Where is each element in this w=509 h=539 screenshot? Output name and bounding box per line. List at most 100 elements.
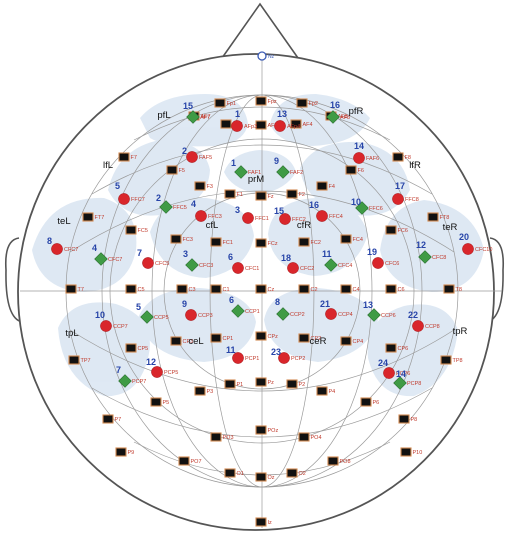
electrode-label: FC5 — [138, 228, 148, 234]
source-number: 5 — [136, 302, 141, 312]
source-label: FFC8 — [405, 197, 419, 203]
source-label: CFC7 — [108, 257, 122, 263]
electrode-label: FC2 — [311, 240, 321, 246]
electrode-label: O1 — [237, 471, 244, 477]
electrode-label: CP3 — [183, 339, 194, 345]
source-number: 14 — [396, 369, 406, 379]
electrode-marker — [340, 336, 352, 346]
electrode-af4: AF4 — [290, 119, 313, 129]
source-number: 4 — [92, 243, 97, 253]
source-marker-circle — [51, 243, 63, 255]
electrode-label: Pz — [268, 380, 275, 386]
source-marker-diamond — [186, 110, 200, 124]
source-label: FFC2 — [292, 217, 306, 223]
electrode-marker — [286, 189, 298, 199]
electrode-c4: C4 — [340, 284, 360, 294]
source-marker-circle — [232, 262, 244, 274]
electrode-label: O2 — [299, 471, 306, 477]
region-label-pfl: pfL — [157, 110, 170, 121]
region-label-cer: ceR — [310, 336, 327, 347]
electrode-marker — [194, 181, 206, 191]
source-marker-diamond — [326, 110, 340, 124]
electrode-marker — [210, 432, 222, 442]
source-marker-circle — [185, 309, 197, 321]
electrode-o2: O2 — [286, 468, 306, 478]
source-marker-circle — [392, 193, 404, 205]
grid-meridian-3 — [101, 94, 423, 488]
source-afp3-1: 1 AFp3 — [231, 109, 257, 132]
electrode-marker — [327, 456, 339, 466]
electrode-marker — [194, 386, 206, 396]
source-marker-diamond — [276, 307, 290, 321]
source-marker-circle — [325, 308, 337, 320]
source-number: 24 — [378, 358, 388, 368]
electrode-cpz: CPz — [255, 331, 278, 341]
electrode-label: Fpz — [268, 99, 277, 105]
source-marker-circle — [186, 151, 198, 163]
region-label-ter: teR — [443, 222, 458, 233]
electrode-f6: F6 — [345, 165, 364, 175]
region-lfl-area — [108, 140, 210, 216]
source-label: CCP2 — [290, 312, 305, 318]
electrode-p1: P1 — [224, 379, 243, 389]
electrode-marker — [360, 397, 372, 407]
electrode-marker — [385, 284, 397, 294]
source-ccp5-5: 5 CCP5 — [136, 302, 169, 324]
electrode-marker — [290, 119, 302, 129]
region-label-prm: prM — [248, 174, 264, 185]
source-number: 9 — [274, 156, 279, 166]
nose — [221, 2, 299, 59]
electrode-marker — [170, 336, 182, 346]
source-label: FAF6 — [366, 156, 379, 162]
electrode-c3: C3 — [176, 284, 196, 294]
source-marker-circle — [142, 257, 154, 269]
source-marker-diamond — [393, 376, 407, 390]
source-pcp7-7: 7 PCP7 — [116, 365, 146, 388]
electrode-label: AF7 — [201, 114, 211, 120]
source-marker-diamond — [140, 310, 154, 324]
source-number: 3 — [235, 205, 240, 215]
electrode-label: FT8 — [440, 215, 450, 221]
electrode-label: Fz — [268, 194, 274, 200]
source-label: CCP1 — [245, 309, 260, 315]
source-number: 11 — [322, 249, 332, 259]
source-pcp5-12: 12 PCP5 — [146, 357, 178, 378]
source-number: 12 — [416, 240, 426, 250]
electrode-marker — [255, 238, 267, 248]
source-faf1-1: 1 FAF1 — [231, 158, 261, 179]
electrode-marker — [443, 284, 455, 294]
source-number: 23 — [271, 347, 281, 357]
electrode-o1: O1 — [224, 468, 244, 478]
electrode-fz: Fz — [255, 191, 274, 201]
electrode-marker — [125, 284, 137, 294]
source-marker-circle — [279, 213, 291, 225]
electrode-marker — [316, 181, 328, 191]
electrode-marker — [286, 468, 298, 478]
source-faf5-2: 2 FAF5 — [182, 146, 212, 163]
electrode-label: FC6 — [398, 228, 408, 234]
electrode-t7: T7 — [65, 284, 84, 294]
source-marker-circle — [316, 210, 328, 222]
electrode-label: CP6 — [398, 346, 409, 352]
source-marker-circle — [462, 243, 474, 255]
region-label-layer: pfL pfR lfL lfR prM cfL cfR teL teR ceL ceR tpL tpR — [57, 106, 467, 347]
source-marker-circle — [412, 320, 424, 332]
source-marker-diamond — [118, 374, 132, 388]
electrode-marker — [345, 165, 357, 175]
electrode-marker — [255, 331, 267, 341]
source-label: FFC3 — [208, 214, 222, 220]
electrode-poz: POz — [255, 425, 278, 435]
region-cfl-area — [150, 197, 254, 278]
electrode-marker — [65, 284, 77, 294]
source-number: 1 — [231, 158, 236, 168]
source-label: CFC5 — [155, 261, 169, 267]
electrode-cp2: CP2 — [298, 333, 321, 343]
electrode-t8: T8 — [443, 284, 462, 294]
electrode-label: Cz — [268, 287, 275, 293]
electrode-label: Oz — [268, 475, 275, 481]
source-marker-diamond — [94, 252, 108, 266]
region-tpl-area — [58, 302, 150, 397]
source-ffc5-2: 2 FFC5 — [156, 193, 187, 214]
source-marker-circle — [274, 120, 286, 132]
electrode-label: FC3 — [183, 237, 193, 243]
